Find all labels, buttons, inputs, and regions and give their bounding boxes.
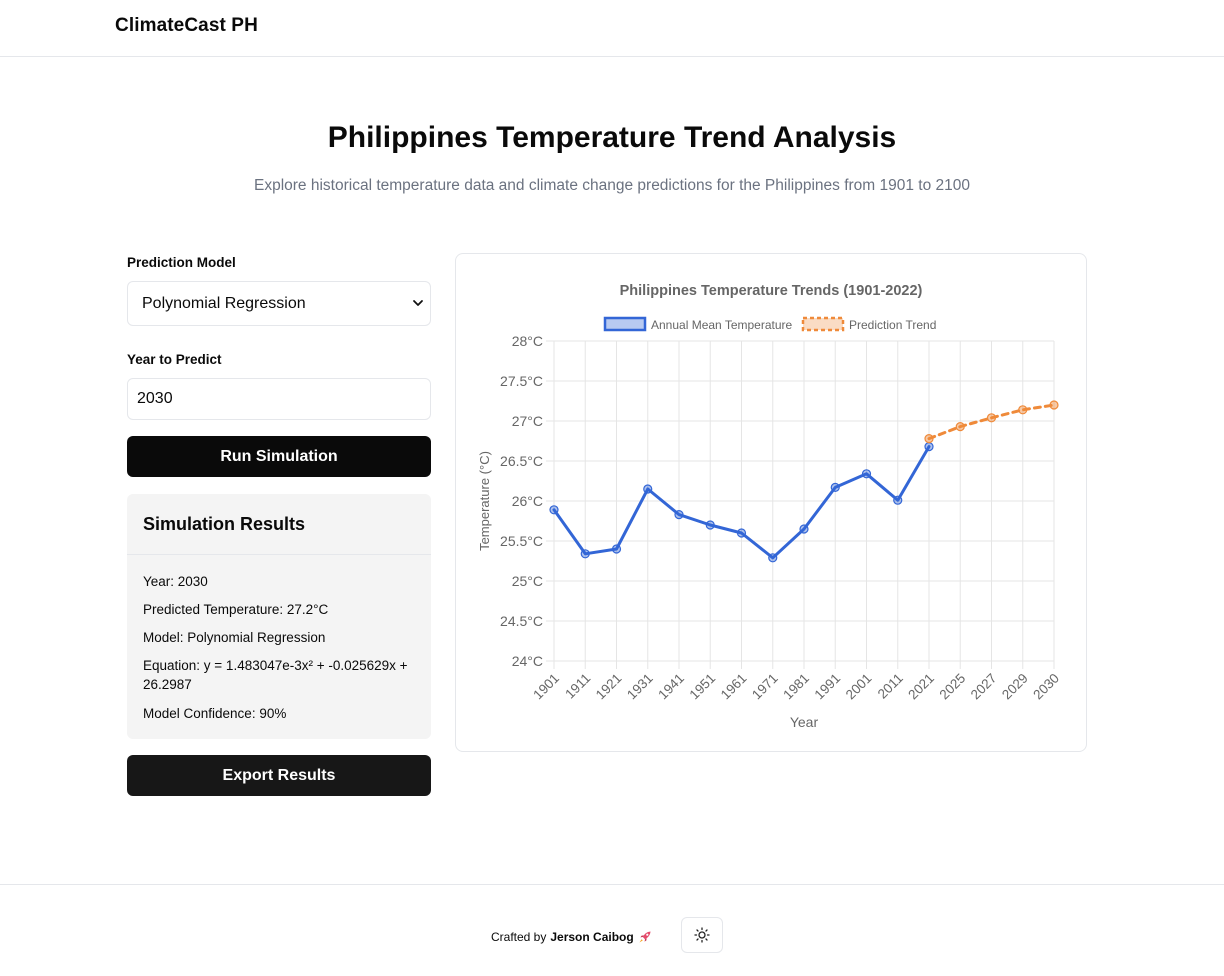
y-tick-label: 27.5°C xyxy=(500,373,543,389)
simulation-results-panel: Simulation Results Year: 2030 Predicted … xyxy=(127,494,431,739)
simulation-results-title: Simulation Results xyxy=(143,514,306,534)
x-tick-label: 1911 xyxy=(562,671,593,702)
data-point-prediction xyxy=(1049,400,1059,410)
temperature-line-chart: Philippines Temperature Trends (1901-202… xyxy=(477,283,1062,730)
y-tick-label: 25.5°C xyxy=(500,533,543,549)
year-to-predict-label: Year to Predict xyxy=(127,352,222,367)
data-point-prediction xyxy=(986,413,997,423)
data-point-historical xyxy=(549,505,559,515)
x-tick-label: 1901 xyxy=(530,671,562,703)
chart-title: Philippines Temperature Trends (1901-202… xyxy=(620,283,923,299)
x-tick-label: 2025 xyxy=(937,671,969,703)
result-confidence: Model Confidence: 90% xyxy=(143,706,287,721)
top-navbar: ClimateCast PH xyxy=(0,0,1224,57)
data-point-historical xyxy=(799,524,809,534)
results-divider xyxy=(127,554,431,555)
data-point-historical xyxy=(611,544,622,554)
x-tick-label: 1941 xyxy=(655,671,687,703)
series-line-historical xyxy=(552,445,931,560)
result-year: Year: 2030 xyxy=(143,574,208,589)
series-line-prediction xyxy=(927,403,1056,441)
x-tick-label: 1921 xyxy=(593,671,625,703)
data-point-historical xyxy=(643,484,653,494)
legend-label-prediction: Prediction Trend xyxy=(849,318,936,332)
y-tick-label: 24.5°C xyxy=(500,613,543,629)
data-point-historical xyxy=(893,495,903,505)
legend-swatch-prediction xyxy=(801,316,845,332)
prediction-model-label: Prediction Model xyxy=(127,255,236,270)
prediction-model-select[interactable]: Polynomial Regression xyxy=(127,281,431,326)
crafted-by-text: Crafted by xyxy=(491,930,547,944)
x-tick-label: 2029 xyxy=(999,671,1031,703)
run-simulation-button[interactable]: Run Simulation xyxy=(127,436,431,477)
data-point-historical xyxy=(924,442,934,452)
x-tick-label: 2030 xyxy=(1030,671,1062,703)
x-tick-label: 2027 xyxy=(968,671,1000,703)
data-point-historical xyxy=(861,469,872,479)
data-point-historical xyxy=(736,528,747,538)
temperature-chart-card: Philippines Temperature Trends (1901-202… xyxy=(455,253,1087,752)
x-tick-label: 1971 xyxy=(749,671,781,703)
year-to-predict-value: 2030 xyxy=(137,390,173,407)
export-results-button[interactable]: Export Results xyxy=(127,755,431,796)
page-subtitle: Explore historical temperature data and … xyxy=(254,177,970,194)
y-tick-label: 24°C xyxy=(512,653,543,669)
x-tick-label: 2021 xyxy=(905,671,937,703)
y-tick-label: 28°C xyxy=(512,333,543,349)
x-tick-label: 1931 xyxy=(624,671,656,703)
data-point-historical xyxy=(830,482,840,492)
y-axis-title: Temperature (°C) xyxy=(477,451,492,551)
brand-logo[interactable]: ClimateCast PH xyxy=(115,15,258,36)
x-tick-label: 1981 xyxy=(780,671,812,703)
result-equation: Equation: y = 1.483047e-3x² + -0.025629x… xyxy=(143,658,408,692)
page-title: Philippines Temperature Trend Analysis xyxy=(327,121,897,154)
x-tick-label: 1961 xyxy=(718,671,750,703)
legend-label-historical: Annual Mean Temperature xyxy=(651,318,793,332)
sun-icon xyxy=(694,927,710,943)
data-point-prediction xyxy=(924,434,934,444)
prediction-model-value: Polynomial Regression xyxy=(142,294,306,312)
legend-swatch-historical xyxy=(603,316,647,332)
result-predicted-temperature: Predicted Temperature: 27.2°C xyxy=(143,602,329,617)
x-axis-title: Year xyxy=(790,714,819,730)
data-point-historical xyxy=(705,520,715,530)
x-tick-label: 1991 xyxy=(812,671,844,703)
data-point-prediction xyxy=(1018,405,1028,415)
x-tick-label: 2011 xyxy=(875,671,906,702)
x-tick-label: 2001 xyxy=(843,671,875,703)
chevron-down-icon xyxy=(413,300,423,306)
y-tick-label: 26°C xyxy=(512,493,543,509)
theme-toggle-button[interactable] xyxy=(681,917,723,953)
rocket-icon xyxy=(639,931,651,943)
footer: Crafted by Jerson Caibog xyxy=(0,884,1224,976)
author-name[interactable]: Jerson Caibog xyxy=(550,930,634,944)
data-point-historical xyxy=(580,549,590,559)
year-to-predict-input[interactable]: 2030 xyxy=(127,378,431,420)
y-tick-label: 26.5°C xyxy=(500,453,543,469)
y-tick-label: 27°C xyxy=(512,413,543,429)
x-tick-label: 1951 xyxy=(687,671,719,703)
result-model: Model: Polynomial Regression xyxy=(143,630,326,645)
data-point-historical xyxy=(768,553,778,563)
y-tick-label: 25°C xyxy=(512,573,543,589)
footer-credit: Crafted by Jerson Caibog xyxy=(491,930,652,944)
data-point-historical xyxy=(674,510,684,520)
data-point-prediction xyxy=(955,422,965,432)
